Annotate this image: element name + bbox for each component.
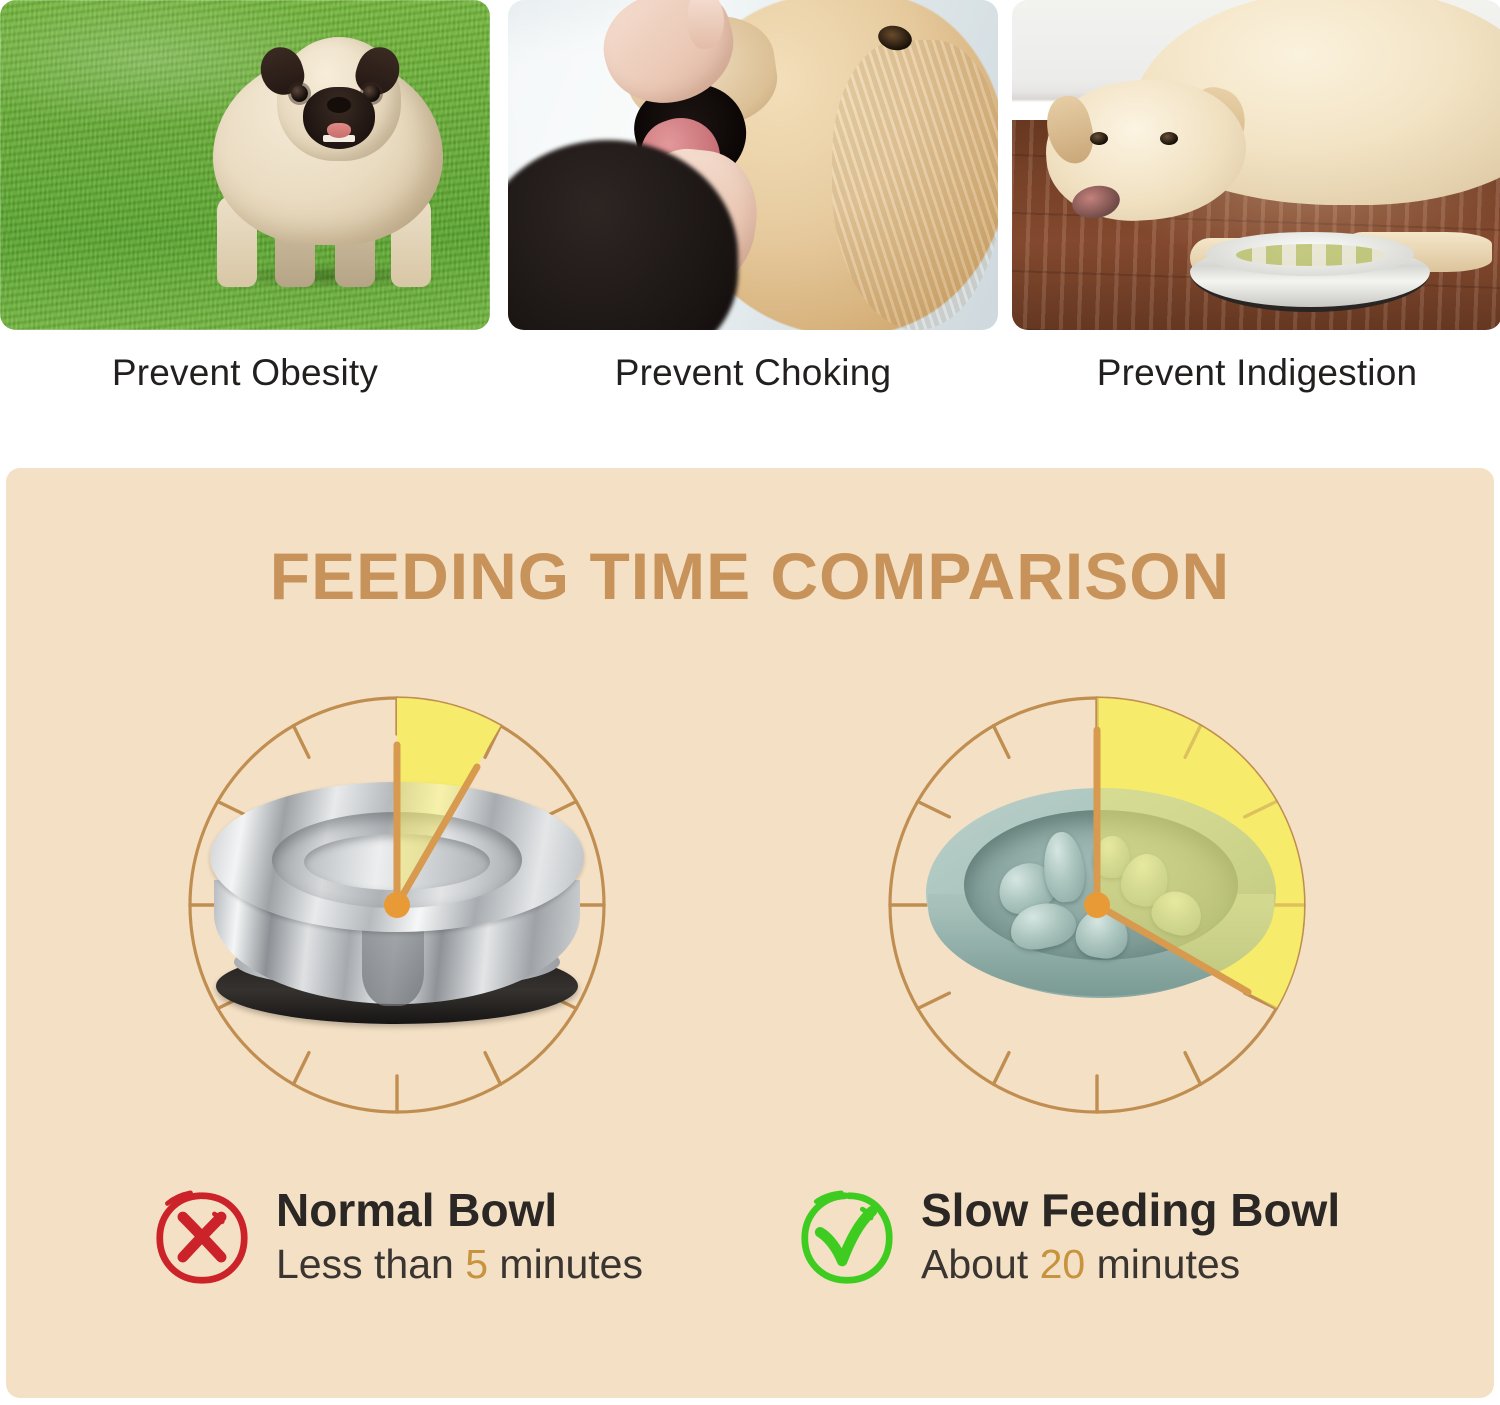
clock-hub: [1084, 892, 1110, 918]
benefit-caption-1: Prevent Obesity: [111, 352, 379, 393]
normal-bowl-clock-chart: [182, 690, 612, 1120]
result-sub-prefix: About: [921, 1240, 1029, 1287]
overweight-pug-illustration: [195, 35, 460, 289]
benefit-photo-prevent-obesity: [0, 0, 490, 330]
benefit-photo-prevent-indigestion: [1012, 0, 1500, 330]
result-subtitle: About 20 minutes: [921, 1241, 1340, 1288]
result-sub-prefix: Less than: [276, 1240, 454, 1287]
clock-hand-elapsed: [393, 763, 481, 909]
slow-feeding-bowl-clock-chart: [882, 690, 1312, 1120]
result-normal-bowl: Normal Bowl Less than 5 minutes: [154, 1186, 774, 1306]
result-sub-value: 20: [1039, 1240, 1086, 1287]
clock-hand-elapsed: [1093, 901, 1252, 996]
clock-hands-normal-bowl: [384, 698, 501, 918]
result-sub-value: 5: [465, 1240, 489, 1287]
clock-hands-slow-bowl: [1084, 698, 1305, 1009]
steel-bowl-photo: [1190, 232, 1430, 312]
elapsed-wedge-overlay: [397, 698, 501, 905]
result-subtitle: Less than 5 minutes: [276, 1241, 643, 1288]
result-title: Slow Feeding Bowl: [921, 1184, 1341, 1236]
result-sub-suffix: minutes: [499, 1240, 643, 1287]
result-sub-suffix: minutes: [1096, 1240, 1241, 1287]
benefits-photo-strip: Prevent Obesity Prevent Choking Prevent …: [0, 0, 1500, 440]
result-slow-feeding-bowl: Slow Feeding Bowl About 20 minutes: [799, 1186, 1439, 1306]
red-circle-x-icon: [156, 1190, 248, 1284]
benefit-caption-2: Prevent Choking: [614, 352, 892, 393]
benefit-photo-prevent-choking: [508, 0, 998, 330]
result-title: Normal Bowl: [276, 1184, 558, 1236]
page-title: FEEDING TIME COMPARISON: [269, 539, 1231, 613]
benefit-caption-3: Prevent Indigestion: [1096, 352, 1418, 393]
feeding-time-comparison-panel: FEEDING TIME COMPARISON: [6, 468, 1494, 1398]
green-circle-check-icon: [801, 1190, 893, 1284]
clock-hub: [384, 892, 410, 918]
